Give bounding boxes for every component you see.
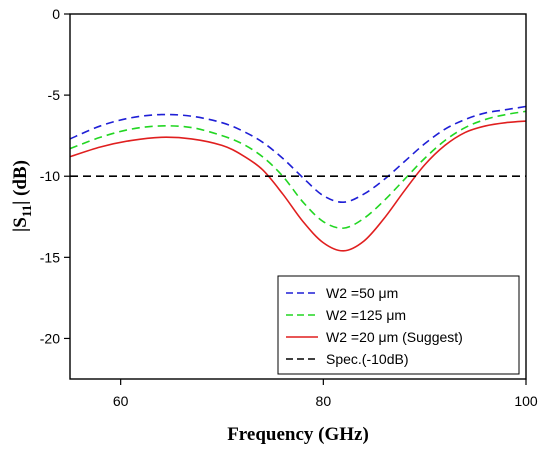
legend-box <box>277 275 520 375</box>
legend-label-w2-50-m: W2 =50 μm <box>326 285 398 301</box>
plot-frame <box>69 13 527 380</box>
x-axis-title: Frequency (GHz) <box>227 424 369 445</box>
y-axis-title-subscript: 11 <box>19 205 34 217</box>
legend-label-w2-20-m-suggest: W2 =20 μm (Suggest) <box>326 329 463 345</box>
y-tick-label: -10 <box>40 168 60 184</box>
legend-items: W2 =50 μm W2 =125 μm W2 =20 μm (Suggest) Sp… <box>286 285 463 367</box>
y-tick-label: -15 <box>40 249 60 265</box>
x-axis-ticks: 60 80 100 <box>113 379 538 409</box>
y-tick-label: -20 <box>40 330 60 346</box>
y-tick-label: -5 <box>48 87 61 103</box>
y-tick-label: 0 <box>52 6 60 22</box>
x-tick-label: 100 <box>514 393 538 409</box>
x-tick-label: 80 <box>316 393 332 409</box>
x-tick-label: 60 <box>113 393 129 409</box>
series-layer <box>70 105 526 252</box>
y-axis-title-prefix: |S <box>10 217 31 232</box>
legend-label-spec-10db: Spec.(-10dB) <box>326 351 408 367</box>
series-line-w2-50-m <box>70 105 526 203</box>
series-line-w2-20-m-suggest <box>70 120 526 252</box>
y-axis-title: |S11| (dB) <box>10 160 34 232</box>
y-axis-title-suffix: | (dB) <box>10 160 31 205</box>
legend: W2 =50 μm W2 =125 μm W2 =20 μm (Suggest) Sp… <box>277 275 520 375</box>
legend-label-w2-125-m: W2 =125 μm <box>326 307 406 323</box>
y-axis-ticks: 0 -5 -10 -15 -20 <box>40 6 70 346</box>
series-line-w2-125-m <box>70 110 526 229</box>
